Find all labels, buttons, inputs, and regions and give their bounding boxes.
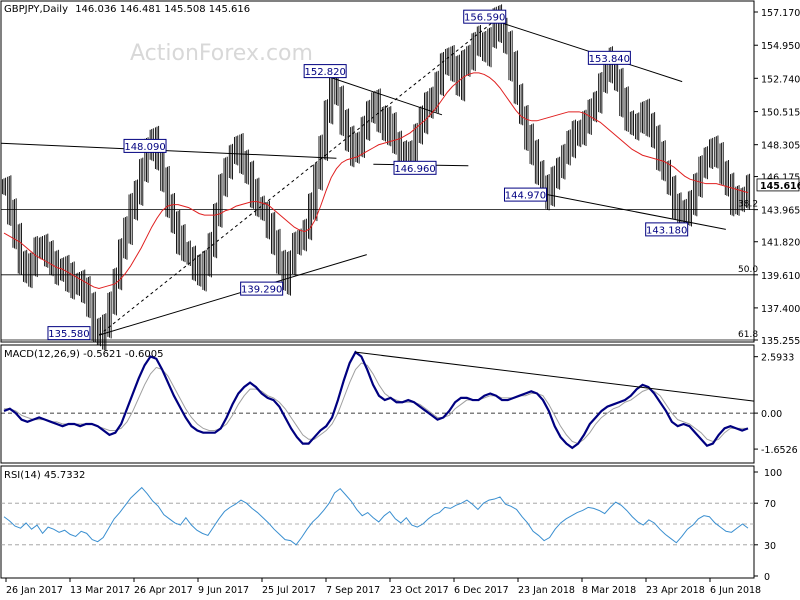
price-annotation: 143.180 [645, 222, 689, 237]
y-tick-label: 152.740 [761, 74, 800, 85]
y-tick-label: 154.950 [761, 41, 800, 52]
rsi-line [1, 486, 754, 546]
macd-y-tick-label: 0.00 [761, 409, 782, 420]
macd-y-axis: 2.5933 0.00 -1.6526 [754, 353, 798, 456]
macd-y-tick-label: -1.6526 [761, 445, 798, 456]
fib-labels: 38.2 50.0 61.8 [738, 200, 758, 340]
price-annotation: 148.090 [123, 138, 167, 153]
dashed-channel-line [98, 20, 496, 336]
rsi-y-tick-label: 0 [764, 572, 770, 583]
rsi-title: RSI(14) 45.7332 [4, 470, 85, 481]
x-tick-label: 7 Sep 2017 [326, 585, 380, 596]
price-annotation: 146.960 [393, 160, 437, 175]
main-guides [1, 209, 754, 341]
x-axis: 26 Jan 2017 13 Mar 2017 26 Apr 2017 9 Jun 2… [5, 578, 761, 596]
macd-line [3, 350, 749, 450]
x-tick-label: 23 Apr 2018 [646, 585, 705, 596]
annotation-label: 153.840 [589, 54, 630, 65]
x-tick-label: 6 Dec 2017 [454, 585, 509, 596]
price-bars [1, 4, 751, 352]
price-annotations: 148.090 135.580 152.820 146.960 139.290 156.5… [47, 9, 689, 341]
annotation-label: 143.180 [646, 225, 687, 236]
rsi-line-path [3, 486, 749, 546]
price-annotation: 144.970 [503, 187, 547, 202]
rsi-y-axis: 100 70 30 0 [754, 468, 782, 583]
rsi-y-tick-label: 70 [764, 499, 776, 510]
rsi-y-tick-label: 30 [764, 541, 776, 552]
support-trendline [98, 254, 367, 336]
y-tick-label: 135.255 [761, 336, 800, 347]
macd-trendline [355, 351, 755, 402]
price-annotation: 153.840 [587, 50, 631, 65]
macd-title: MACD(12,26,9) -0.5621 -0.6005 [4, 349, 164, 360]
main-panel-frame [0, 0, 755, 343]
main-y-axis: 157.170 154.950 152.740 150.515 148.305 146.1… [754, 8, 800, 347]
range-top-line [0, 142, 337, 159]
macd-y-tick-label: 2.5933 [761, 353, 794, 364]
x-tick-label: 26 Apr 2017 [134, 585, 193, 596]
moving-average [3, 72, 749, 289]
fib-level-label: 38.2 [738, 200, 758, 210]
y-tick-label: 157.170 [761, 8, 800, 19]
x-tick-label: 25 Jul 2017 [262, 585, 316, 596]
ohlc-readout: 146.036 146.481 145.508 145.616 [75, 4, 250, 15]
y-tick-label: 137.400 [761, 304, 800, 315]
y-tick-label: 143.965 [761, 206, 800, 217]
annotation-label: 146.960 [394, 164, 435, 175]
annotation-label: 152.820 [304, 67, 345, 78]
price-annotation: 152.820 [303, 64, 347, 79]
macd-signal-line [4, 362, 748, 445]
price-annotation: 135.580 [47, 326, 91, 341]
fib-level-label: 61.8 [738, 330, 758, 340]
y-tick-label: 150.515 [761, 108, 800, 119]
annotation-label: 135.580 [48, 329, 89, 340]
last-price-tag [756, 178, 800, 192]
x-tick-label: 6 Jun 2018 [710, 585, 761, 596]
macd-panel-frame [0, 344, 755, 464]
lower-trendline [547, 194, 726, 230]
x-tick-label: 9 Jun 2017 [198, 585, 249, 596]
price-annotation: 139.290 [240, 281, 284, 296]
main-title: GBPJPY,Daily 146.036 146.481 145.508 145… [4, 4, 250, 15]
y-tick-label: 141.820 [761, 238, 800, 249]
x-tick-label: 8 Mar 2018 [582, 585, 636, 596]
y-tick-label: 139.610 [761, 271, 800, 282]
x-tick-label: 26 Jan 2017 [6, 585, 63, 596]
x-tick-label: 23 Jan 2018 [518, 585, 575, 596]
annotation-label: 156.590 [464, 13, 505, 24]
rsi-y-tick-label: 100 [764, 468, 782, 479]
x-tick-label: 23 Oct 2017 [390, 585, 449, 596]
y-tick-label: 148.305 [761, 141, 800, 152]
annotation-label: 144.970 [505, 191, 546, 202]
watermark: ActionForex.com [130, 41, 313, 66]
y-tick-label: 146.175 [761, 173, 800, 184]
annotation-label: 148.090 [124, 142, 165, 153]
ma-line [3, 72, 749, 289]
macd-lines [1, 350, 755, 450]
annotation-label: 139.290 [241, 285, 282, 296]
rsi-panel-frame [0, 465, 755, 579]
price-annotation: 156.590 [463, 9, 507, 24]
fib-level-label: 50.0 [738, 265, 758, 275]
last-price-label: 145.616 [760, 181, 800, 192]
x-tick-label: 13 Mar 2017 [70, 585, 130, 596]
symbol-label: GBPJPY,Daily [4, 4, 68, 15]
